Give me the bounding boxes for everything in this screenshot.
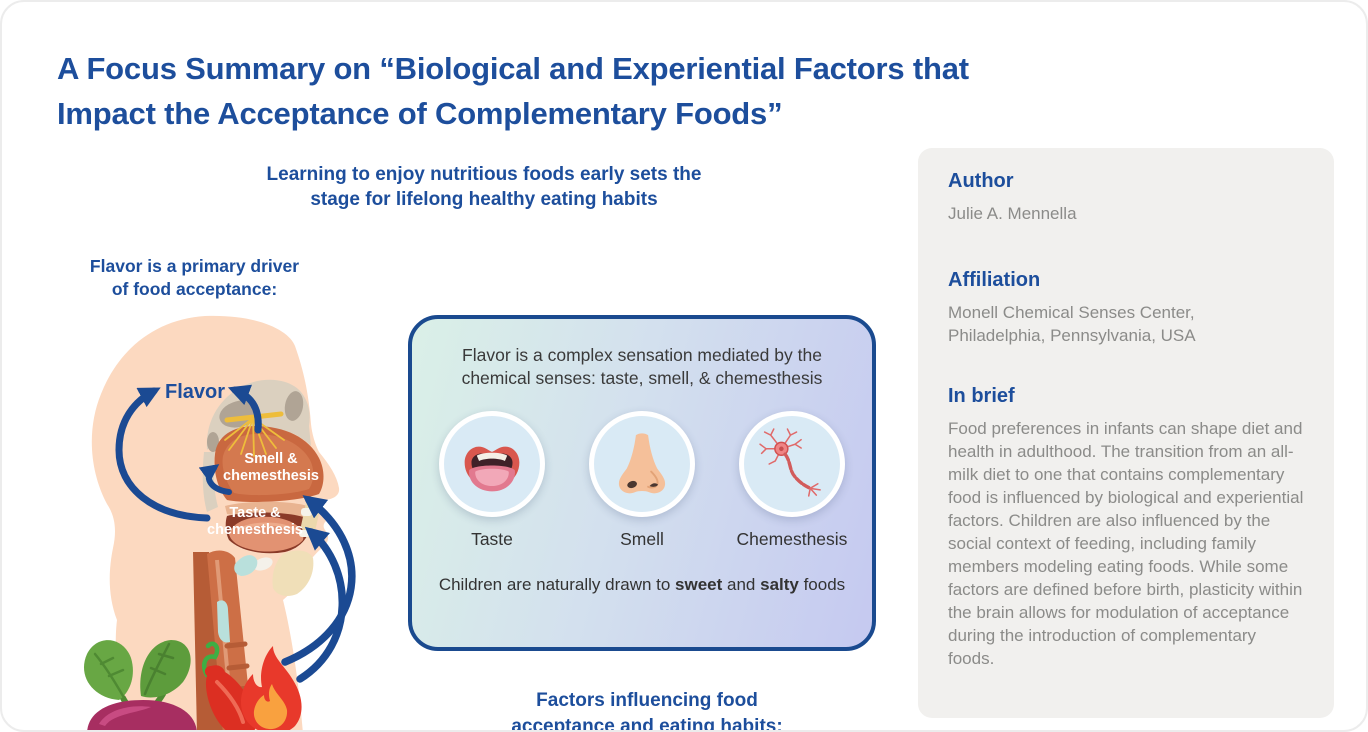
- senses-box: Flavor is a complex sensation mediated b…: [408, 315, 876, 651]
- flame-icon: [241, 646, 302, 730]
- head-cross-section-diagram: Flavor Smell & chemesthesis Taste & chem…: [83, 315, 356, 730]
- in-brief-heading: In brief: [948, 385, 1015, 407]
- svg-text:Taste &: Taste &: [229, 505, 281, 521]
- affiliation-heading: Affiliation: [948, 269, 1041, 291]
- beet-illustration: [83, 640, 197, 730]
- page-title: A Focus Summary on “Biological and Exper…: [57, 46, 1297, 136]
- subtitle: Learning to enjoy nutritious foods early…: [184, 162, 784, 212]
- svg-text:chemesthesis: chemesthesis: [207, 522, 303, 538]
- nose-icon: [618, 433, 666, 494]
- olfactory-nerve-icon: [224, 411, 285, 457]
- footer-prefix: Children are naturally drawn to: [438, 575, 676, 594]
- mouth-to-flavor-arrow: [115, 387, 211, 522]
- author-heading: Author: [948, 170, 1014, 192]
- retronasal-arrow: [198, 464, 232, 495]
- senses-footer-text: Children are naturally drawn to sweet an…: [412, 575, 872, 595]
- chemesthesis-label-text: Chemesthesis: [736, 529, 848, 549]
- subtitle-line1: Learning to enjoy nutritious foods early…: [266, 164, 702, 185]
- head-silhouette: [91, 315, 340, 730]
- smell-label-text: Smell: [620, 529, 664, 549]
- taste-circle: [439, 411, 545, 517]
- sidebar: Author Julie A. Mennella Affiliation Mon…: [918, 148, 1334, 718]
- footer-salty: salty: [760, 575, 799, 594]
- smell-circle: [589, 411, 695, 517]
- flavor-heading-line1: Flavor is a primary driver: [89, 256, 300, 276]
- footer-suffix: foods: [798, 575, 846, 594]
- flavor-arrows: [115, 384, 356, 683]
- taste-label-text: Taste: [471, 529, 513, 549]
- page-title-line2: Impact the Acceptance of Complementary F…: [57, 96, 783, 131]
- neuron-icon: [759, 428, 821, 497]
- factors-heading: Factors influencing food acceptance and …: [422, 688, 872, 732]
- flavor-section-heading: Flavor is a primary driver of food accep…: [57, 255, 332, 301]
- sense-column-smell: Smell: [567, 411, 717, 550]
- footer-sweet: sweet: [675, 575, 723, 594]
- svg-text:Smell &: Smell &: [244, 451, 298, 467]
- subtitle-line2: stage for lifelong healthy eating habits: [310, 189, 658, 210]
- flavor-label: Flavor: [165, 381, 225, 403]
- sense-column-chemesthesis: Chemesthesis: [717, 411, 867, 550]
- factors-heading-line1: Factors influencing food: [536, 690, 758, 711]
- author-name: Julie A. Mennella: [948, 204, 1077, 223]
- in-brief-text: Food preferences in infants can shape di…: [948, 419, 1304, 668]
- mouth-icon: [464, 446, 520, 492]
- taste-chemesthesis-label: Taste & chemesthesis: [207, 505, 303, 538]
- chemesthesis-circle: [739, 411, 845, 517]
- page-title-line1: A Focus Summary on “Biological and Exper…: [57, 51, 969, 86]
- food-to-nose-arrow: [281, 495, 356, 666]
- affiliation-text: Monell Chemical Senses Center, Philadelp…: [948, 303, 1196, 345]
- senses-row: Taste Smell: [412, 411, 872, 550]
- svg-text:chemesthesis: chemesthesis: [223, 468, 319, 484]
- footer-mid: and: [722, 575, 761, 594]
- nose-to-flavor-arrow: [227, 384, 262, 434]
- senses-intro-text: Flavor is a complex sensation mediated b…: [461, 345, 823, 388]
- flavor-heading-line2: of food acceptance:: [111, 279, 278, 299]
- smell-chemesthesis-label: Smell & chemesthesis: [223, 451, 319, 484]
- food-to-mouth-arrow: [296, 526, 347, 683]
- sense-column-taste: Taste: [417, 411, 567, 550]
- factors-heading-line2: acceptance and eating habits:: [511, 716, 783, 732]
